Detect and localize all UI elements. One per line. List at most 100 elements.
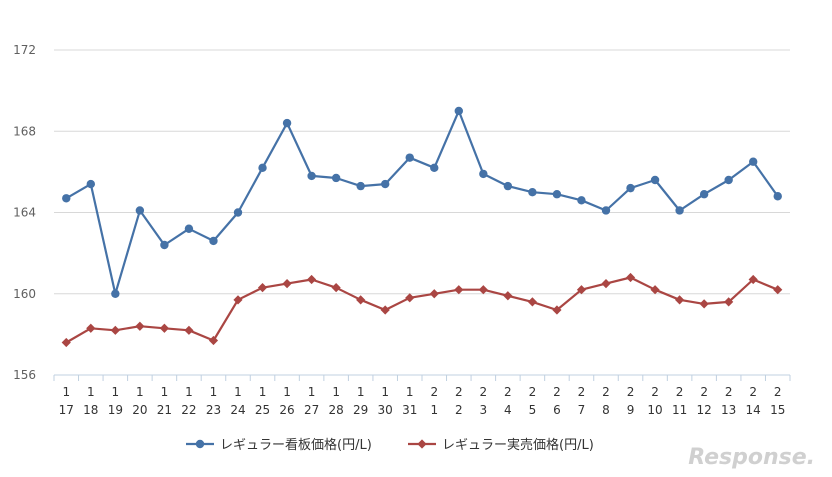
data-point-series-1 xyxy=(331,173,341,183)
x-tick-label-day: 23 xyxy=(206,403,221,417)
x-tick-label-month: 1 xyxy=(357,385,365,399)
data-point-series-2 xyxy=(576,285,587,295)
data-point-series-1 xyxy=(258,163,267,173)
y-tick-label: 160 xyxy=(13,287,36,301)
data-point-series-1 xyxy=(62,194,71,203)
legend-marker-2 xyxy=(417,439,427,449)
x-tick-label-month: 1 xyxy=(62,385,70,399)
x-tick-label-day: 19 xyxy=(108,403,123,417)
data-point-series-2 xyxy=(61,337,71,348)
data-point-series-2 xyxy=(748,274,758,285)
x-tick-label-month: 1 xyxy=(136,385,144,399)
data-point-series-1 xyxy=(724,175,733,185)
y-tick-label: 172 xyxy=(13,43,36,57)
x-tick-label-day: 18 xyxy=(83,403,98,417)
x-tick-label-day: 7 xyxy=(578,403,586,417)
x-tick-label-day: 30 xyxy=(378,403,393,417)
data-point-series-2 xyxy=(307,274,317,285)
x-tick-label-day: 13 xyxy=(721,403,736,417)
data-point-series-1 xyxy=(773,192,782,201)
data-point-series-1 xyxy=(650,175,660,185)
y-tick-label: 156 xyxy=(13,368,36,382)
data-point-series-2 xyxy=(503,291,513,301)
x-tick-label-month: 1 xyxy=(332,385,340,399)
series-line-2 xyxy=(65,276,779,344)
data-point-series-1 xyxy=(528,187,537,197)
data-point-series-1 xyxy=(626,183,635,193)
x-tick-label-month: 2 xyxy=(578,385,586,399)
data-point-series-1 xyxy=(699,190,709,199)
x-tick-label-day: 24 xyxy=(230,403,245,417)
x-tick-label-month: 1 xyxy=(259,385,267,399)
x-tick-label-month: 2 xyxy=(774,385,782,399)
x-tick-label-month: 2 xyxy=(504,385,512,399)
series-line-1 xyxy=(65,109,779,295)
x-tick-label-month: 2 xyxy=(749,385,757,399)
x-tick-label-day: 15 xyxy=(770,403,785,417)
x-tick-label-day: 8 xyxy=(602,403,610,417)
data-point-series-1 xyxy=(233,208,243,217)
x-axis: 1171181191201211221231241251261271281291… xyxy=(53,374,791,417)
data-point-series-1 xyxy=(356,181,365,191)
x-tick-label-day: 14 xyxy=(746,403,761,417)
data-point-series-2 xyxy=(257,283,268,293)
data-point-series-2 xyxy=(773,285,783,295)
data-point-series-1 xyxy=(405,153,414,162)
legend-marker-1 xyxy=(195,439,205,449)
x-tick-label-month: 2 xyxy=(651,385,659,399)
data-point-series-2 xyxy=(625,272,636,283)
x-tick-label-month: 2 xyxy=(602,385,610,399)
x-tick-label-month: 1 xyxy=(185,385,193,399)
x-tick-label-month: 2 xyxy=(430,385,438,399)
x-tick-label-day: 2 xyxy=(455,403,463,417)
data-point-series-2 xyxy=(356,295,366,305)
y-tick-label: 168 xyxy=(13,124,36,138)
x-tick-label-day: 4 xyxy=(504,403,512,417)
x-tick-label-month: 2 xyxy=(725,385,733,399)
x-tick-label-month: 2 xyxy=(529,385,537,399)
x-tick-label-month: 1 xyxy=(406,385,414,399)
x-tick-label-month: 1 xyxy=(283,385,291,399)
data-point-series-2 xyxy=(135,321,145,331)
data-point-series-2 xyxy=(552,305,562,315)
data-point-series-1 xyxy=(307,171,316,181)
plot-area xyxy=(61,106,783,348)
x-tick-label-day: 17 xyxy=(59,403,74,417)
data-point-series-1 xyxy=(503,181,513,191)
data-point-series-1 xyxy=(675,206,684,215)
legend-label-1: レギュラー看板価格(円/L) xyxy=(220,437,372,453)
x-tick-label-month: 2 xyxy=(700,385,708,399)
data-point-series-1 xyxy=(749,157,758,166)
x-tick-label-day: 10 xyxy=(647,403,662,417)
x-tick-label-day: 9 xyxy=(627,403,635,417)
x-tick-label-month: 2 xyxy=(676,385,684,399)
x-tick-label-day: 1 xyxy=(430,403,438,417)
x-tick-label-month: 1 xyxy=(112,385,120,399)
data-point-series-1 xyxy=(601,206,611,215)
watermark-logo: Response. xyxy=(688,445,815,470)
data-point-series-1 xyxy=(430,163,439,173)
x-tick-label-day: 26 xyxy=(279,403,294,417)
x-tick-label-day: 12 xyxy=(696,403,711,417)
x-tick-label-day: 20 xyxy=(132,403,147,417)
x-tick-label-month: 2 xyxy=(455,385,463,399)
x-tick-label-day: 31 xyxy=(402,403,417,417)
x-tick-label-day: 5 xyxy=(529,403,537,417)
data-point-series-2 xyxy=(110,325,120,335)
data-point-series-2 xyxy=(454,285,464,295)
data-point-series-1 xyxy=(86,179,96,189)
x-tick-label-day: 11 xyxy=(672,403,687,417)
data-point-series-1 xyxy=(479,169,488,179)
data-point-series-1 xyxy=(111,289,120,298)
data-point-series-2 xyxy=(429,289,439,299)
data-point-series-2 xyxy=(724,297,734,307)
x-tick-label-month: 1 xyxy=(87,385,95,399)
data-point-series-2 xyxy=(675,295,685,305)
data-point-series-2 xyxy=(650,285,660,295)
data-point-series-1 xyxy=(282,118,292,128)
x-tick-label-day: 6 xyxy=(553,403,561,417)
x-tick-label-month: 1 xyxy=(161,385,169,399)
data-point-series-2 xyxy=(405,293,415,303)
